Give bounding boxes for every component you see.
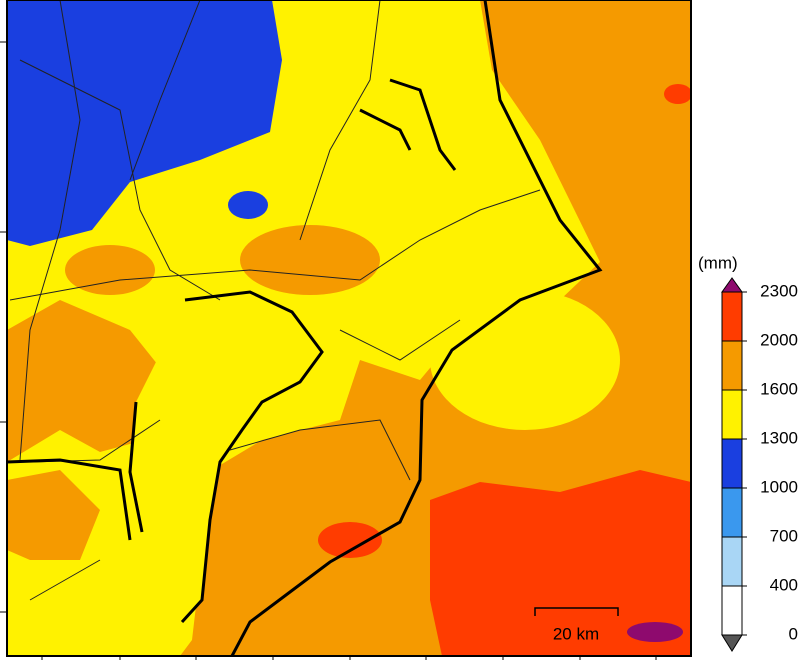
- color-legend: 2300 2000 1600 1300 1000 700 400 0: [721, 277, 798, 652]
- over-region: [627, 622, 683, 642]
- orange-region: [240, 225, 380, 295]
- legend-tick-label: 2300: [760, 281, 798, 300]
- blue-region: [7, 0, 282, 246]
- orange-region: [7, 470, 100, 560]
- orange-region: [7, 300, 170, 462]
- axis-ticks: [0, 41, 657, 660]
- legend-under-triangle: [721, 634, 743, 652]
- legend-tick-label: 1000: [760, 477, 798, 496]
- legend-over-triangle: [721, 277, 743, 293]
- precipitation-map: [7, 0, 691, 656]
- legend-tick-label: 2000: [760, 330, 798, 349]
- legend-tick-label: 1600: [760, 379, 798, 398]
- legend-bin: [721, 291, 743, 342]
- blue-region: [228, 191, 268, 219]
- red-region: [664, 84, 691, 104]
- scale-bar: 20 km: [534, 607, 619, 643]
- map-frame: [6, 0, 692, 657]
- legend-tick-label: 1300: [760, 428, 798, 447]
- red-region: [318, 522, 382, 558]
- legend-bin: [721, 487, 743, 538]
- legend-bin: [721, 340, 743, 391]
- legend-tick-label: 400: [770, 575, 798, 594]
- road-lines: [9, 0, 541, 601]
- legend-bin: [721, 585, 743, 636]
- coastline: [230, 0, 603, 656]
- yellow-region: [430, 290, 620, 430]
- red-region: [430, 470, 691, 656]
- scale-bar-line: [534, 607, 619, 616]
- legend-bin: [721, 536, 743, 587]
- lake-outline: [359, 78, 457, 171]
- orange-region: [65, 245, 155, 295]
- legend-bin: [721, 438, 743, 489]
- legend-bin: [721, 389, 743, 440]
- scale-bar-label: 20 km: [553, 624, 599, 643]
- bay-coastline: [7, 290, 324, 624]
- legend-unit: (mm): [698, 253, 738, 272]
- legend-tick-label: 700: [770, 526, 798, 545]
- bay-water: [130, 292, 322, 622]
- legend-tick-label: 0: [789, 624, 798, 643]
